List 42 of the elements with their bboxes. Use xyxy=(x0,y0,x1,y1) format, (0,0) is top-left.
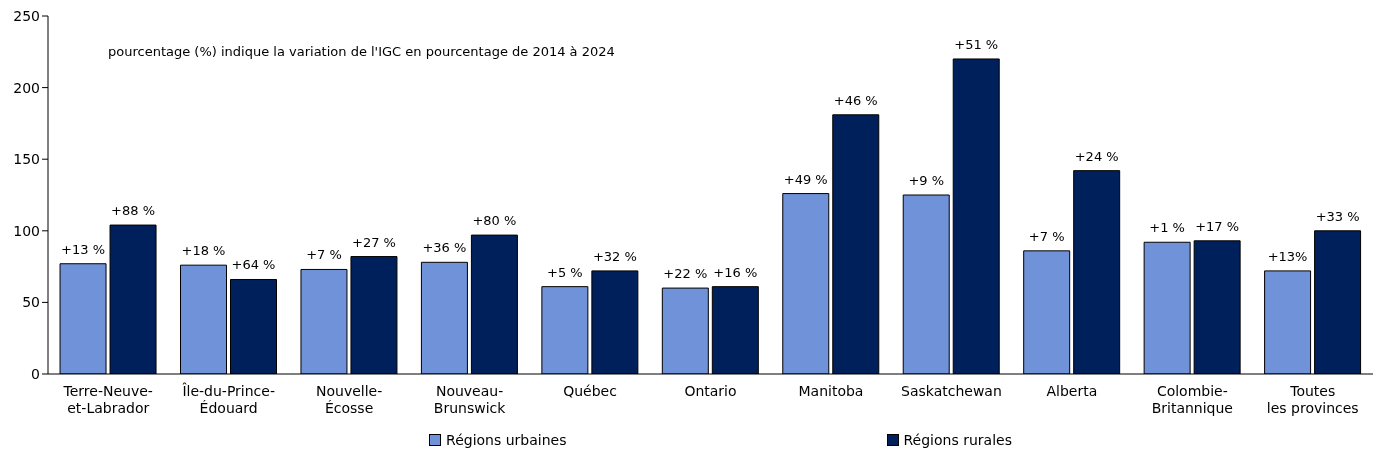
annotation: +5 % xyxy=(547,264,583,280)
y-tick-label: 0 xyxy=(31,365,40,382)
annotation: +46 % xyxy=(833,92,878,108)
x-tick-label: Saskatchewan xyxy=(901,383,1002,399)
annotation: +13 % xyxy=(61,241,106,257)
legend-label: Régions rurales xyxy=(903,432,1012,448)
x-tick-label: Alberta xyxy=(1046,383,1098,399)
annotation: +7 % xyxy=(306,247,342,263)
x-tick-label: Toutes les provinces xyxy=(1266,383,1359,416)
annotation: +7 % xyxy=(1028,228,1065,244)
annotation: +51 % xyxy=(954,36,999,52)
annotation: +9 % xyxy=(908,173,945,188)
legend-label: Régions urbaines xyxy=(446,432,567,448)
annotation: +64 % xyxy=(231,257,276,273)
y-tick-label: 250 xyxy=(13,7,40,24)
annotation: +13% xyxy=(1267,248,1308,264)
x-tick-label: Nouvelle- Écosse xyxy=(316,383,383,416)
annotation: +80 % xyxy=(472,213,517,229)
annotation: +88 % xyxy=(111,203,156,219)
annotation: +22 % xyxy=(663,266,708,282)
y-tick-label: 150 xyxy=(13,151,40,168)
annotation: +27 % xyxy=(351,234,396,250)
annotation: pourcentage (%) indique la variation de l'IGC en pourcentage de 2014 à 2024 xyxy=(108,44,615,59)
annotation: +24 % xyxy=(1074,148,1119,164)
annotation: +1 % xyxy=(1149,220,1185,236)
y-tick-label: 50 xyxy=(22,294,40,311)
annotation: +17 % xyxy=(1195,218,1240,234)
x-tick-label: Île-du-Prince- Édouard xyxy=(181,382,275,416)
x-tick-label: Québec xyxy=(563,383,617,399)
x-tick-label: Manitoba xyxy=(798,383,864,399)
y-tick-label: 200 xyxy=(13,79,40,96)
x-tick-label: Nouveau- Brunswick xyxy=(433,383,507,416)
annotation: +49 % xyxy=(783,171,828,187)
y-tick-label: 100 xyxy=(13,222,40,239)
annotation: +33 % xyxy=(1315,208,1360,224)
x-tick-label: Ontario xyxy=(684,383,737,399)
annotation: +18 % xyxy=(181,243,226,259)
x-tick-label: Colombie- Britannique xyxy=(1151,383,1233,416)
annotation: +32 % xyxy=(592,248,637,264)
x-tick-label: Terre-Neuve- et-Labrador xyxy=(62,383,153,416)
annotation: +16 % xyxy=(713,264,758,280)
annotation: +36 % xyxy=(422,240,467,256)
